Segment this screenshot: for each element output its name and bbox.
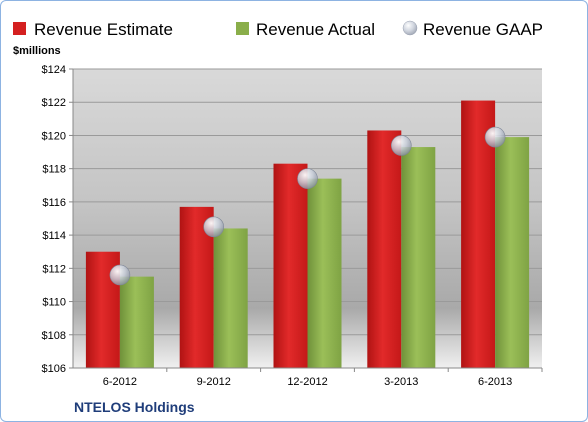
y-tick-label: $108 (42, 330, 66, 342)
y-tick-label: $112 (42, 263, 66, 275)
y-axis-label: $millions (13, 45, 61, 57)
bar-revenue-estimate (273, 163, 308, 368)
marker-revenue-gaap (390, 135, 412, 156)
legend: Revenue Estimate Revenue Actual Revenue … (13, 20, 543, 39)
bars (85, 100, 530, 369)
bar-revenue-actual (401, 147, 436, 368)
bar-revenue-actual (307, 178, 342, 368)
x-tick-label: 6-2013 (478, 376, 512, 388)
x-tick-label: 3-2013 (384, 376, 418, 388)
marker-revenue-gaap (297, 168, 318, 189)
legend-label-gaap: Revenue GAAP (423, 20, 543, 39)
y-tick-label: $114 (42, 230, 66, 242)
legend-swatch-actual (236, 22, 249, 35)
y-tick-label: $122 (42, 97, 66, 109)
chart-caption: NTELOS Holdings (74, 399, 195, 415)
bar-revenue-estimate (367, 130, 402, 368)
x-tick-label: 9-2012 (197, 376, 231, 388)
x-tick-label: 6-2012 (103, 376, 137, 388)
bar-revenue-actual (213, 228, 248, 368)
y-tick-label: $124 (42, 64, 66, 76)
y-tick-label: $106 (42, 363, 66, 375)
legend-label-actual: Revenue Actual (256, 20, 375, 39)
marker-revenue-gaap (484, 126, 506, 148)
bar-revenue-actual (119, 276, 154, 368)
x-tick-labels: 6-2012 9-2012 12-2012 3-2013 6-2013 (103, 368, 543, 388)
y-tick-labels: $106 $108 $110 $112 $114 $116 $118 $120 $122 $124 (42, 64, 73, 375)
y-tick-label: $120 (42, 130, 66, 142)
marker-revenue-gaap (203, 216, 224, 238)
y-tick-label: $110 (42, 297, 66, 309)
y-tick-label: $118 (42, 164, 66, 176)
legend-label-estimate: Revenue Estimate (34, 20, 173, 39)
markers (109, 126, 506, 286)
marker-revenue-gaap (109, 264, 131, 286)
legend-swatch-gaap (402, 20, 418, 36)
x-tick-label: 12-2012 (287, 376, 327, 388)
y-tick-label: $116 (42, 197, 66, 209)
bar-revenue-actual (495, 137, 530, 368)
legend-swatch-estimate (13, 22, 26, 35)
